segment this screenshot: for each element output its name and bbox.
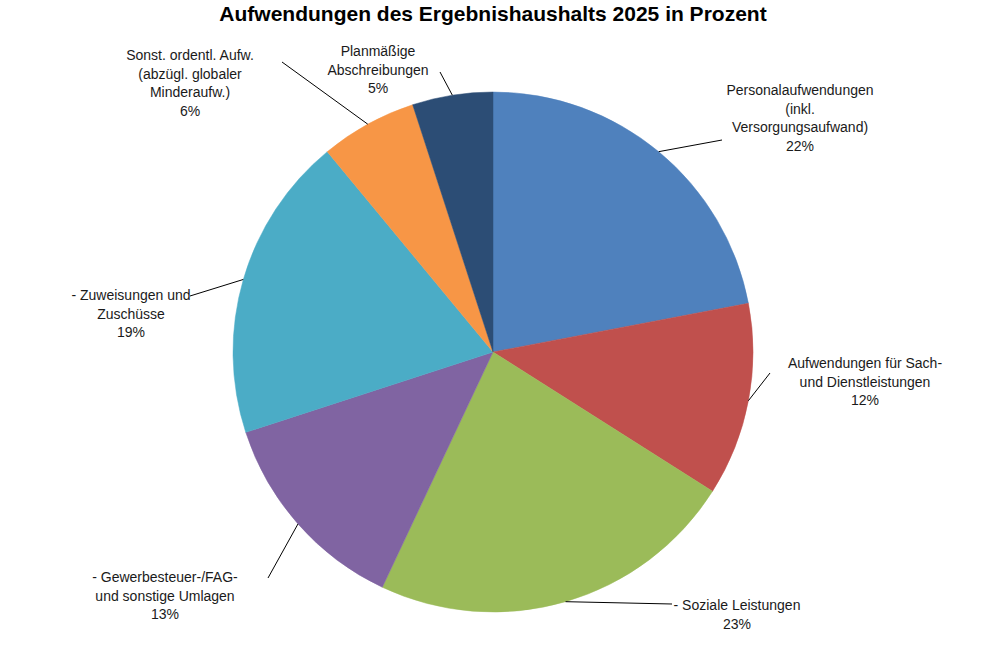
label-line: Aufwendungen für Sach-	[788, 355, 942, 371]
label-line: Minderaufw.)	[150, 84, 230, 100]
slice-value-label: 13%	[151, 606, 179, 622]
slice-category-label: - Gewerbesteuer-/FAG-und sonstige Umlage…	[92, 569, 238, 604]
label-line: Abschreibungen	[327, 62, 428, 78]
slice-value-label: 5%	[368, 80, 388, 96]
pie-slice	[413, 92, 493, 352]
label-line: Sonst. ordentl. Aufw.	[126, 47, 254, 63]
slice-category-label: Planmäßige Abschreibungen	[327, 43, 428, 78]
leader-line	[566, 602, 672, 604]
leader-line	[659, 140, 722, 152]
labels: Personalaufwendungen (inkl. Versorgungsauf…	[71, 43, 942, 632]
slice-value-label: 6%	[180, 103, 200, 119]
slice-value-label: 23%	[723, 616, 751, 632]
leader-line	[268, 524, 298, 578]
label-line: Personalaufwendungen	[726, 82, 873, 98]
label-line: - Soziale Leistungen	[674, 597, 801, 613]
label-line: (inkl.	[785, 101, 815, 117]
slice-category-label: Personalaufwendungen (inkl. Versorgungsauf…	[726, 82, 873, 135]
label-line: Zuschüsse	[97, 306, 165, 322]
label-line: - Gewerbesteuer-/FAG-	[92, 569, 238, 585]
slices	[233, 92, 753, 612]
slice-category-label: Aufwendungen für Sach-und Dienstleistung…	[788, 355, 942, 390]
chart: Aufwendungen des Ergebnishaushalts 2025 …	[0, 0, 987, 658]
label-line: und sonstige Umlagen	[95, 588, 234, 604]
slice-category-label: - Soziale Leistungen	[674, 597, 801, 613]
label-line: - Zuweisungen und	[71, 287, 190, 303]
label-line: Planmäßige	[341, 43, 416, 59]
label-line: Versorgungsaufwand)	[732, 119, 868, 135]
leader-line	[748, 373, 770, 401]
label-line: (abzügl. globaler	[138, 66, 242, 82]
slice-category-label: Sonst. ordentl. Aufw. (abzügl. globaler Mi…	[126, 47, 254, 100]
label-line: und Dienstleistungen	[800, 374, 931, 390]
leader-line	[440, 72, 452, 95]
slice-value-label: 19%	[117, 324, 145, 340]
chart-title: Aufwendungen des Ergebnishaushalts 2025 …	[219, 2, 766, 25]
slice-category-label: - Zuweisungen und Zuschüsse	[71, 287, 190, 322]
leader-line	[190, 279, 243, 296]
slice-value-label: 22%	[786, 138, 814, 154]
slice-value-label: 12%	[851, 392, 879, 408]
